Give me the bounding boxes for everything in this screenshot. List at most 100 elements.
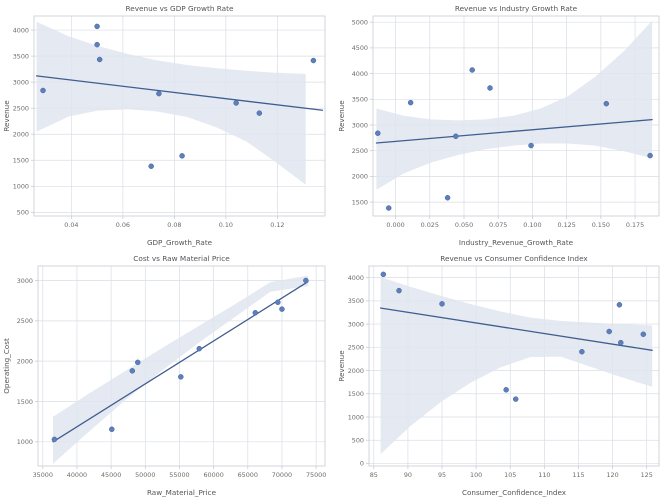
x-tick-label: 50000: [135, 471, 155, 479]
y-axis-label: Revenue: [337, 350, 346, 382]
chart-0: 0.04 0.06 0.08 0.10 0.12 500 1000 1500 2000 2500 3…: [2, 4, 326, 247]
y-tick-label: 4500: [352, 44, 368, 52]
chart-title: Revenue vs Consumer Confidence Index: [440, 254, 588, 263]
x-tick-label: 35000: [33, 471, 53, 479]
x-tick-label: 0.150: [592, 221, 610, 229]
y-tick-label: 4000: [348, 274, 364, 282]
x-tick-label: 45000: [101, 471, 121, 479]
x-tick-label: 65000: [238, 471, 258, 479]
x-tick-label: 90: [404, 471, 412, 479]
x-tick-label: 70000: [272, 471, 292, 479]
chart-title: Cost vs Raw Material Price: [133, 254, 230, 263]
data-point: [109, 426, 115, 433]
data-point: [640, 331, 647, 338]
y-tick-label: 500: [352, 437, 364, 445]
confidence-band: [380, 277, 653, 455]
x-tick-label: 0.06: [116, 221, 130, 229]
y-tick-label: 1500: [348, 390, 364, 398]
data-point: [616, 302, 623, 308]
y-tick-label: 2000: [352, 173, 368, 181]
y-tick-label: 4000: [352, 70, 368, 78]
x-tick-label: 95: [438, 471, 446, 479]
data-point: [503, 387, 509, 393]
x-tick-label: 110: [538, 471, 550, 479]
data-point: [179, 153, 185, 159]
chart-1: 0.000 0.025 0.050 0.075 0.100 0.125 0.150 0.175…: [337, 4, 660, 247]
data-point: [606, 328, 612, 335]
regression-line: [379, 307, 653, 351]
data-point: [603, 100, 610, 107]
x-axis-label: Consumer_Confidence_Index: [462, 488, 567, 497]
data-point: [380, 271, 387, 278]
data-point: [385, 205, 392, 211]
y-tick-label: 2500: [13, 104, 29, 112]
regression-line: [375, 118, 653, 144]
data-point: [252, 310, 259, 316]
y-tick-label: 2000: [17, 357, 33, 365]
x-tick-label: 100: [470, 471, 482, 479]
confidence-band: [36, 21, 306, 185]
data-point: [40, 87, 46, 94]
chart-title: Revenue vs GDP Growth Rate: [126, 4, 235, 13]
x-axis-label: Raw_Material_Price: [147, 488, 217, 497]
x-tick-label: 0.000: [386, 221, 404, 229]
data-point: [135, 359, 141, 366]
data-point: [94, 41, 100, 48]
y-tick-label: 1000: [348, 413, 364, 421]
x-tick-label: 0.025: [421, 221, 439, 229]
y-tick-label: 2500: [348, 344, 364, 352]
chart-3: 85 90 95 100 105 110 115 120 125 0 500 1000 1500 2000…: [337, 254, 660, 497]
x-tick-label: 0.100: [523, 221, 541, 229]
data-point: [148, 163, 154, 170]
data-point: [453, 133, 459, 140]
y-tick-label: 3500: [352, 96, 368, 104]
x-tick-label: 0.050: [455, 221, 473, 229]
y-tick-label: 2500: [17, 317, 33, 325]
x-tick-label: 55000: [169, 471, 189, 479]
panel-cost-vs-raw-material-price: 35000 40000 45000 50000 55000 60000 65000 70000…: [0, 250, 335, 500]
x-tick-label: 0.12: [270, 221, 284, 229]
y-tick-label: 3000: [352, 121, 368, 129]
x-tick-label: 0.125: [557, 221, 575, 229]
regression-line: [35, 75, 324, 111]
y-tick-label: 3500: [13, 52, 29, 60]
data-point: [196, 345, 203, 352]
y-tick-label: 2500: [352, 147, 368, 155]
data-point: [487, 85, 493, 91]
y-tick-label: 3500: [348, 297, 364, 305]
y-axis-label: Operating_Cost: [2, 338, 11, 394]
y-tick-label: 3000: [17, 277, 33, 285]
x-tick-label: 0.04: [64, 221, 78, 229]
chart-title: Revenue vs Industry Growth Rate: [455, 4, 578, 13]
y-tick-label: 500: [17, 209, 29, 217]
data-point: [396, 287, 402, 294]
y-tick-label: 1000: [13, 183, 29, 191]
data-point: [375, 130, 381, 136]
y-tick-label: 2000: [13, 131, 29, 139]
regression-line: [52, 281, 309, 443]
data-point: [94, 23, 100, 30]
panel-revenue-vs-consumer-confidence-index: 85 90 95 100 105 110 115 120 125 0 500 1000 1500 2000…: [335, 250, 669, 500]
x-tick-label: 0.10: [219, 221, 233, 229]
data-point: [512, 396, 519, 402]
data-point: [156, 90, 162, 97]
x-tick-label: 105: [504, 471, 516, 479]
data-point: [579, 348, 585, 355]
data-point: [178, 374, 184, 380]
x-tick-label: 0.075: [489, 221, 507, 229]
data-point: [528, 142, 534, 149]
y-tick-label: 3000: [348, 320, 364, 328]
y-tick-label: 5000: [352, 18, 368, 26]
data-point: [439, 301, 445, 307]
x-tick-label: 0.175: [626, 221, 644, 229]
panel-revenue-vs-industry-growth-rate: 0.000 0.025 0.050 0.075 0.100 0.125 0.150 0.175…: [335, 0, 669, 250]
x-tick-label: 0.08: [167, 221, 181, 229]
data-point: [303, 277, 309, 284]
data-point: [407, 99, 414, 106]
data-point: [647, 152, 653, 159]
data-point: [51, 436, 58, 443]
y-tick-label: 4000: [13, 26, 29, 34]
x-tick-label: 40000: [67, 471, 87, 479]
y-tick-label: 1500: [17, 398, 33, 406]
x-tick-label: 75000: [306, 471, 326, 479]
